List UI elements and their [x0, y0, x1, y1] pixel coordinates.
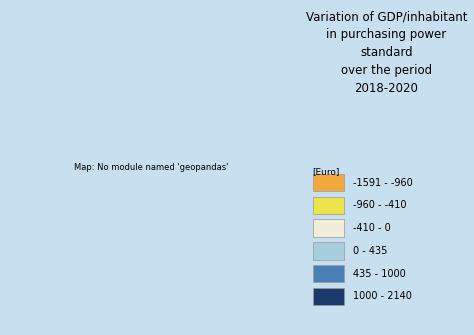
Text: 1000 - 2140: 1000 - 2140: [353, 291, 412, 302]
Bar: [313, 288, 344, 305]
Bar: [313, 242, 344, 260]
Text: [Euro]: [Euro]: [313, 168, 340, 177]
Text: Map: No module named 'geopandas': Map: No module named 'geopandas': [74, 163, 229, 172]
Bar: [313, 197, 344, 214]
Text: -410 - 0: -410 - 0: [353, 223, 391, 233]
Text: Variation of GDP/inhabitant
in purchasing power
standard
over the period
2018-20: Variation of GDP/inhabitant in purchasin…: [306, 10, 467, 95]
Text: -960 - -410: -960 - -410: [353, 200, 407, 210]
Bar: [313, 174, 344, 191]
Text: 435 - 1000: 435 - 1000: [353, 269, 406, 279]
Bar: [313, 219, 344, 237]
Bar: [313, 265, 344, 282]
Text: -1591 - -960: -1591 - -960: [353, 178, 413, 188]
Text: 0 - 435: 0 - 435: [353, 246, 387, 256]
